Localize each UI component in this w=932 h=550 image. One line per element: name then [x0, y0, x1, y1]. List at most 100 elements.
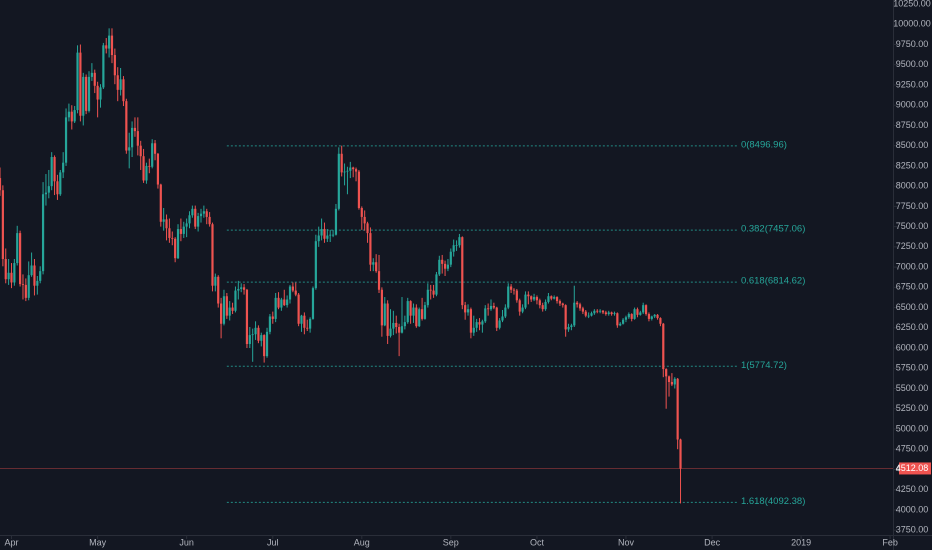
candle-body — [644, 305, 648, 315]
x-tick-label: Nov — [618, 537, 635, 547]
candle-body — [234, 290, 237, 311]
candle-body — [573, 302, 576, 326]
x-tick-label: Aug — [354, 537, 370, 547]
x-tick-label: 2019 — [791, 537, 811, 547]
candle-body — [372, 262, 375, 265]
candle-body — [403, 322, 406, 327]
candle-body — [82, 76, 85, 116]
candle-body — [228, 307, 231, 316]
candle-body — [340, 153, 343, 173]
candle-body — [231, 307, 234, 311]
candle-body — [510, 286, 513, 290]
candle-body — [85, 76, 88, 111]
candle-body — [501, 316, 504, 321]
candle-body — [30, 265, 33, 276]
candle-body — [260, 335, 263, 341]
candle-body — [555, 297, 559, 302]
y-tick-label: 4750.00 — [896, 444, 929, 454]
candle-body — [423, 305, 427, 319]
candle-body — [587, 315, 590, 317]
y-tick-label: 5000.00 — [896, 423, 929, 433]
candle-body — [99, 87, 102, 100]
fib-label: 1.618(4092.38) — [741, 496, 805, 507]
candle-body — [130, 127, 134, 148]
candle-body — [291, 286, 294, 291]
y-tick-label: 8750.00 — [896, 120, 929, 130]
candle-body — [168, 228, 171, 238]
candle-body — [561, 303, 564, 306]
candle-body — [357, 171, 361, 209]
candle-body — [375, 262, 378, 272]
candle-body — [599, 310, 602, 312]
y-tick-label: 7500.00 — [896, 221, 929, 231]
candle-body — [400, 326, 404, 333]
candle-body — [377, 271, 381, 290]
candle-body — [435, 274, 438, 295]
candle-body — [67, 111, 71, 118]
candle-body — [16, 233, 19, 264]
candle-body — [504, 307, 507, 317]
fib-label: 0(8496.96) — [741, 139, 787, 150]
candle-body — [441, 259, 444, 264]
candle-body — [492, 305, 495, 308]
candle-body — [662, 323, 665, 370]
y-tick-label: 5250.00 — [896, 403, 929, 413]
candle-body — [39, 271, 42, 281]
candle-body — [197, 216, 200, 227]
x-tick-label: Feb — [882, 537, 898, 547]
candle-body — [93, 72, 96, 86]
candle-body — [653, 314, 656, 317]
candle-body — [314, 241, 317, 289]
candle-body — [62, 162, 65, 173]
candle-body — [665, 369, 668, 377]
candle-body — [191, 208, 194, 216]
candle-body — [360, 208, 363, 217]
y-tick-label: 10000.00 — [893, 19, 931, 29]
candle-body — [389, 328, 392, 336]
y-tick-label: 9000.00 — [896, 100, 929, 110]
candle-body — [495, 307, 498, 328]
y-tick-label: 5750.00 — [896, 363, 929, 373]
candle-body — [352, 167, 355, 170]
candle-body — [211, 224, 214, 286]
candle-body — [145, 165, 148, 181]
candle-body — [527, 294, 530, 297]
candle-body — [311, 288, 315, 319]
candle-body — [570, 325, 573, 327]
candle-body — [1, 190, 4, 260]
y-tick-label: 8250.00 — [896, 160, 929, 170]
candle-body — [265, 331, 269, 357]
candle-body — [280, 299, 283, 308]
candle-body — [406, 301, 409, 323]
candle-body — [576, 302, 579, 305]
candle-body — [90, 72, 93, 77]
candle-body — [639, 312, 642, 315]
candle-body — [182, 226, 185, 234]
candle-body — [102, 45, 105, 88]
candle-body — [518, 300, 521, 312]
candle-body — [245, 289, 249, 344]
candle-body — [489, 305, 493, 310]
candle-body — [47, 186, 50, 193]
candle-body — [670, 382, 674, 385]
candle-body — [452, 245, 455, 252]
candle-body — [153, 143, 157, 154]
fib-label: 0.618(6814.62) — [741, 276, 805, 287]
candle-body — [521, 307, 524, 312]
candle-body — [108, 35, 111, 49]
candle-body — [650, 316, 653, 319]
candle-body — [564, 305, 567, 330]
candle-body — [174, 238, 177, 259]
y-tick-label: 6500.00 — [896, 302, 929, 312]
candle-body — [254, 327, 257, 335]
candle-body — [0, 178, 2, 191]
candle-body — [398, 326, 401, 333]
candle-body — [165, 219, 168, 229]
candle-body — [337, 153, 340, 209]
candle-body — [136, 131, 139, 146]
x-tick-label: Oct — [530, 537, 545, 547]
candle-body — [507, 286, 510, 308]
candle-body — [530, 296, 533, 300]
candle-body — [438, 259, 441, 275]
